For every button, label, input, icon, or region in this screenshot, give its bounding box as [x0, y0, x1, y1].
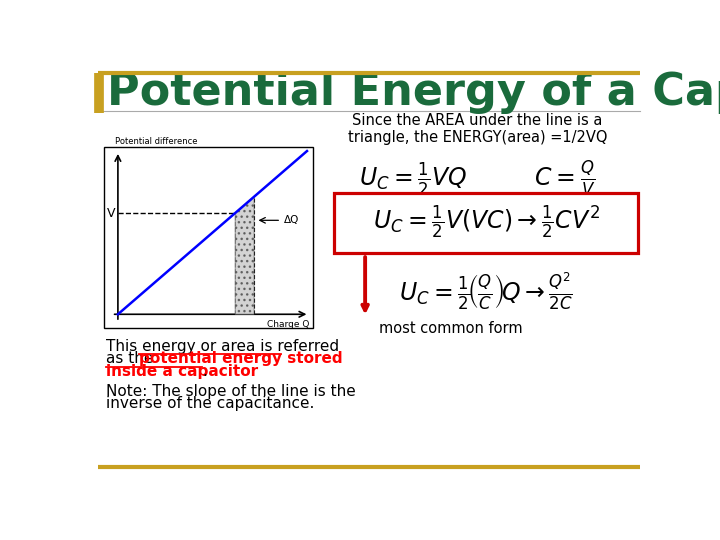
Text: .: .: [202, 363, 207, 379]
Text: Note: The slope of the line is the: Note: The slope of the line is the: [106, 383, 355, 399]
Text: This energy or area is referred: This energy or area is referred: [106, 339, 338, 354]
Text: $U_C = \frac{1}{2}VQ \qquad\quad C = \frac{Q}{V}$: $U_C = \frac{1}{2}VQ \qquad\quad C = \fr…: [359, 158, 595, 198]
Text: most common form: most common form: [379, 321, 523, 336]
Text: as the: as the: [106, 351, 158, 366]
Bar: [334, 193, 638, 253]
Bar: [104, 147, 313, 328]
Text: V: V: [107, 207, 116, 220]
Text: $U_C = \frac{1}{2}V(VC) \rightarrow \frac{1}{2}CV^2$: $U_C = \frac{1}{2}V(VC) \rightarrow \fra…: [372, 204, 600, 241]
Text: potential energy stored: potential energy stored: [139, 351, 343, 366]
Text: ΔQ: ΔQ: [284, 215, 299, 225]
Text: inside a capacitor: inside a capacitor: [106, 363, 258, 379]
Text: Since the AREA under the line is a
triangle, the ENERGY(area) =1/2VQ: Since the AREA under the line is a trian…: [348, 112, 607, 145]
Text: $U_C = \frac{1}{2}\!\left(\frac{Q}{C}\right)\!Q \rightarrow \frac{Q^2}{2C}$: $U_C = \frac{1}{2}\!\left(\frac{Q}{C}\ri…: [399, 271, 573, 313]
Text: inverse of the capacitance.: inverse of the capacitance.: [106, 396, 314, 411]
Polygon shape: [235, 197, 254, 314]
Text: Potential difference: Potential difference: [114, 137, 197, 146]
Text: Charge Q: Charge Q: [267, 320, 310, 329]
Text: Potential Energy of a Capacitor: Potential Energy of a Capacitor: [107, 71, 720, 114]
